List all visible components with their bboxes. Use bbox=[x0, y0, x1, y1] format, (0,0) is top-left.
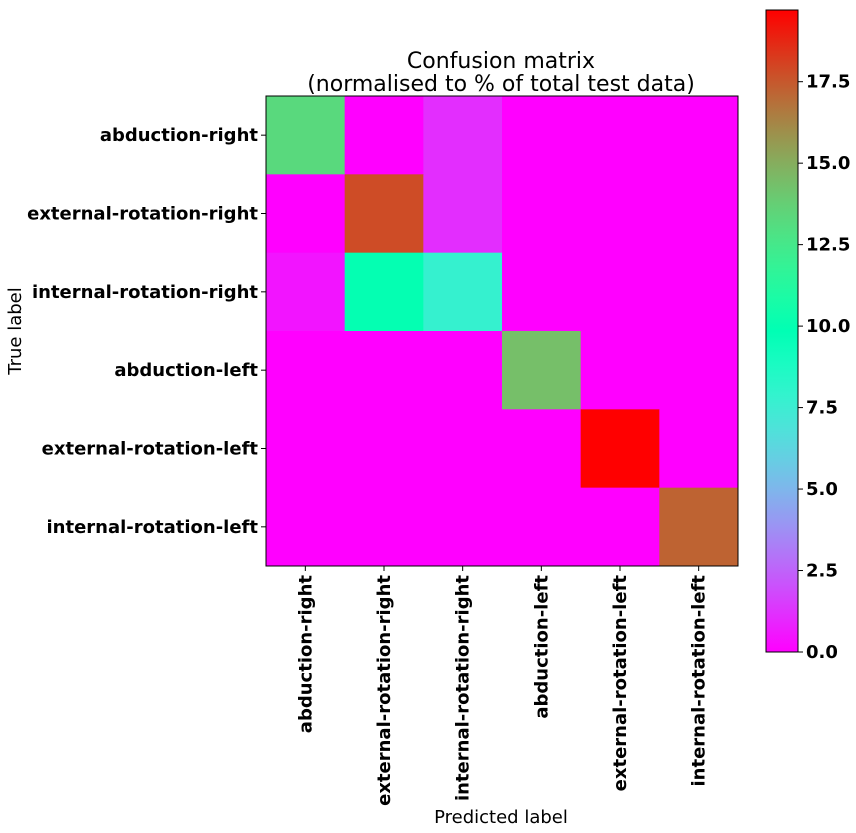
cell-4-5 bbox=[659, 409, 739, 489]
cell-4-4 bbox=[580, 409, 660, 489]
x-tick-label: external-rotation-left bbox=[610, 575, 631, 792]
colorbar-tick-label: 7.5 bbox=[806, 398, 838, 419]
colorbar-tick-label: 17.5 bbox=[806, 72, 850, 93]
cell-0-0 bbox=[266, 96, 346, 175]
cell-2-0 bbox=[266, 252, 346, 332]
cell-5-2 bbox=[423, 487, 503, 567]
x-axis-label: Predicted label bbox=[434, 807, 568, 828]
colorbar-ticks: 0.0 2.5 5.0 7.5 10.0 12.5 15.0 17.5 bbox=[798, 72, 850, 663]
y-tick-label: abduction-left bbox=[114, 360, 258, 381]
cell-5-0 bbox=[266, 487, 346, 567]
cell-0-4 bbox=[580, 96, 660, 175]
cell-4-0 bbox=[266, 409, 346, 489]
x-tick-label: internal-rotation-right bbox=[453, 575, 474, 801]
cell-2-2 bbox=[423, 252, 503, 332]
x-tick-label: abduction-left bbox=[531, 575, 552, 719]
y-axis-label: True label bbox=[5, 287, 26, 376]
cell-5-1 bbox=[344, 487, 424, 567]
cell-5-4 bbox=[580, 487, 660, 567]
x-tick-label: abduction-right bbox=[295, 575, 316, 734]
cell-2-3 bbox=[502, 252, 582, 332]
cell-3-2 bbox=[423, 331, 503, 410]
y-tick-label: internal-rotation-left bbox=[46, 517, 258, 538]
cell-0-1 bbox=[344, 96, 424, 175]
cell-1-5 bbox=[659, 174, 739, 254]
cell-2-5 bbox=[659, 252, 739, 332]
y-tick-labels: abduction-right external-rotation-right in… bbox=[27, 125, 266, 538]
y-tick-label: abduction-right bbox=[100, 125, 259, 146]
y-tick-label: external-rotation-left bbox=[42, 439, 259, 460]
colorbar-tick-label: 5.0 bbox=[806, 479, 838, 500]
cell-1-2 bbox=[423, 174, 503, 254]
colorbar bbox=[765, 9, 799, 653]
cell-0-5 bbox=[659, 96, 739, 175]
x-tick-labels: abduction-right external-rotation-right in… bbox=[295, 566, 710, 806]
cell-1-1 bbox=[344, 174, 424, 254]
cell-3-5 bbox=[659, 331, 739, 410]
chart-title-line2: (normalised to % of total test data) bbox=[307, 72, 695, 97]
cell-2-4 bbox=[580, 252, 660, 332]
cell-5-5 bbox=[659, 487, 739, 567]
cell-4-2 bbox=[423, 409, 503, 489]
plot-frame bbox=[265, 95, 739, 567]
cell-3-4 bbox=[580, 331, 660, 410]
colorbar-tick-label: 12.5 bbox=[806, 235, 850, 256]
cell-0-2 bbox=[423, 96, 503, 175]
colorbar-tick-label: 15.0 bbox=[806, 153, 850, 174]
cell-3-0 bbox=[266, 331, 346, 410]
cell-1-3 bbox=[502, 174, 582, 254]
y-tick-label: internal-rotation-right bbox=[32, 282, 258, 303]
cell-5-3 bbox=[502, 487, 582, 567]
y-tick-label: external-rotation-right bbox=[27, 204, 258, 225]
colorbar-tick-label: 2.5 bbox=[806, 561, 838, 582]
cell-4-1 bbox=[344, 409, 424, 489]
x-tick-label: internal-rotation-left bbox=[689, 575, 710, 787]
colorbar-tick-label: 10.0 bbox=[806, 316, 850, 337]
cell-4-3 bbox=[502, 409, 582, 489]
x-tick-label: external-rotation-right bbox=[374, 575, 395, 806]
colorbar-tick-label: 0.0 bbox=[806, 642, 838, 663]
cell-2-1 bbox=[344, 252, 424, 332]
cell-0-3 bbox=[502, 96, 582, 175]
cell-3-3 bbox=[502, 331, 582, 410]
cell-1-4 bbox=[580, 174, 660, 254]
chart-title-line1: Confusion matrix bbox=[407, 49, 595, 74]
cell-1-0 bbox=[266, 174, 346, 254]
cell-3-1 bbox=[344, 331, 424, 410]
heatmap-cells bbox=[266, 96, 739, 567]
